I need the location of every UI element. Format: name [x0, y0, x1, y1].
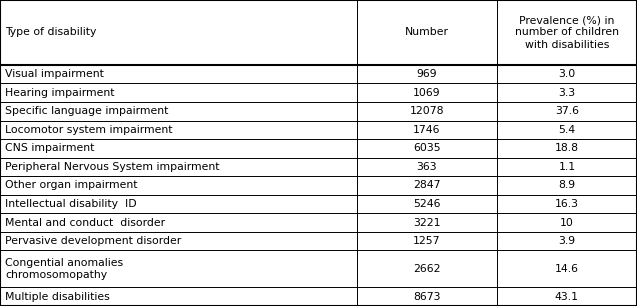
Text: 1257: 1257: [413, 236, 441, 246]
Text: 12078: 12078: [410, 106, 444, 116]
Text: Visual impairment: Visual impairment: [5, 69, 104, 79]
Text: 969: 969: [417, 69, 437, 79]
Text: Number: Number: [404, 28, 449, 37]
Text: 8.9: 8.9: [559, 181, 575, 190]
Text: Peripheral Nervous System impairment: Peripheral Nervous System impairment: [5, 162, 220, 172]
Text: Mental and conduct  disorder: Mental and conduct disorder: [5, 218, 165, 228]
Text: 8673: 8673: [413, 292, 441, 302]
Text: 1.1: 1.1: [559, 162, 575, 172]
Text: 5.4: 5.4: [559, 125, 575, 135]
Text: 3.9: 3.9: [559, 236, 575, 246]
Text: Pervasive development disorder: Pervasive development disorder: [5, 236, 182, 246]
Text: Intellectual disability  ID: Intellectual disability ID: [5, 199, 137, 209]
Text: Multiple disabilities: Multiple disabilities: [5, 292, 110, 302]
Text: 1746: 1746: [413, 125, 441, 135]
Text: Other organ impairment: Other organ impairment: [5, 181, 138, 190]
Text: 3221: 3221: [413, 218, 441, 228]
Text: 18.8: 18.8: [555, 144, 579, 153]
Text: 16.3: 16.3: [555, 199, 579, 209]
Text: Prevalence (%) in
number of children
with disabilities: Prevalence (%) in number of children wit…: [515, 15, 619, 50]
Text: 2662: 2662: [413, 264, 441, 274]
Text: 6035: 6035: [413, 144, 441, 153]
Text: 2847: 2847: [413, 181, 441, 190]
Text: Hearing impairment: Hearing impairment: [5, 88, 115, 98]
Text: 1069: 1069: [413, 88, 441, 98]
Text: 37.6: 37.6: [555, 106, 579, 116]
Text: Specific language impairment: Specific language impairment: [5, 106, 168, 116]
Text: 10: 10: [560, 218, 574, 228]
Text: 3.3: 3.3: [559, 88, 575, 98]
Text: Type of disability: Type of disability: [5, 28, 96, 37]
Text: 5246: 5246: [413, 199, 441, 209]
Text: Locomotor system impairment: Locomotor system impairment: [5, 125, 173, 135]
Text: CNS impairment: CNS impairment: [5, 144, 94, 153]
Text: Congential anomalies
chromosomopathy: Congential anomalies chromosomopathy: [5, 258, 123, 280]
Text: 363: 363: [417, 162, 437, 172]
Text: 43.1: 43.1: [555, 292, 579, 302]
Text: 3.0: 3.0: [558, 69, 576, 79]
Text: 14.6: 14.6: [555, 264, 579, 274]
